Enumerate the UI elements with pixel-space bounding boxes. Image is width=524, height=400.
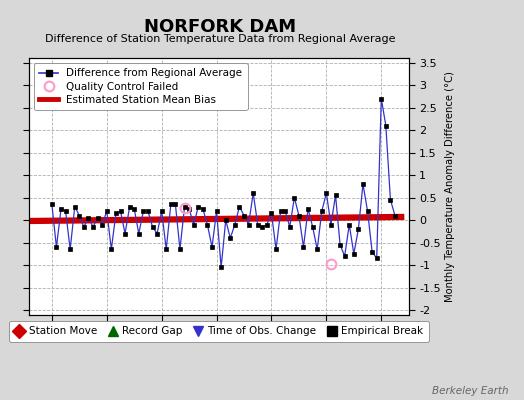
Legend: Difference from Regional Average, Quality Control Failed, Estimated Station Mean: Difference from Regional Average, Qualit… [34,63,247,110]
Text: Difference of Station Temperature Data from Regional Average: Difference of Station Temperature Data f… [45,34,395,44]
Text: NORFORK DAM: NORFORK DAM [144,18,296,36]
Text: Berkeley Earth: Berkeley Earth [432,386,508,396]
Y-axis label: Monthly Temperature Anomaly Difference (°C): Monthly Temperature Anomaly Difference (… [445,71,455,302]
Legend: Station Move, Record Gap, Time of Obs. Change, Empirical Break: Station Move, Record Gap, Time of Obs. C… [9,321,429,342]
